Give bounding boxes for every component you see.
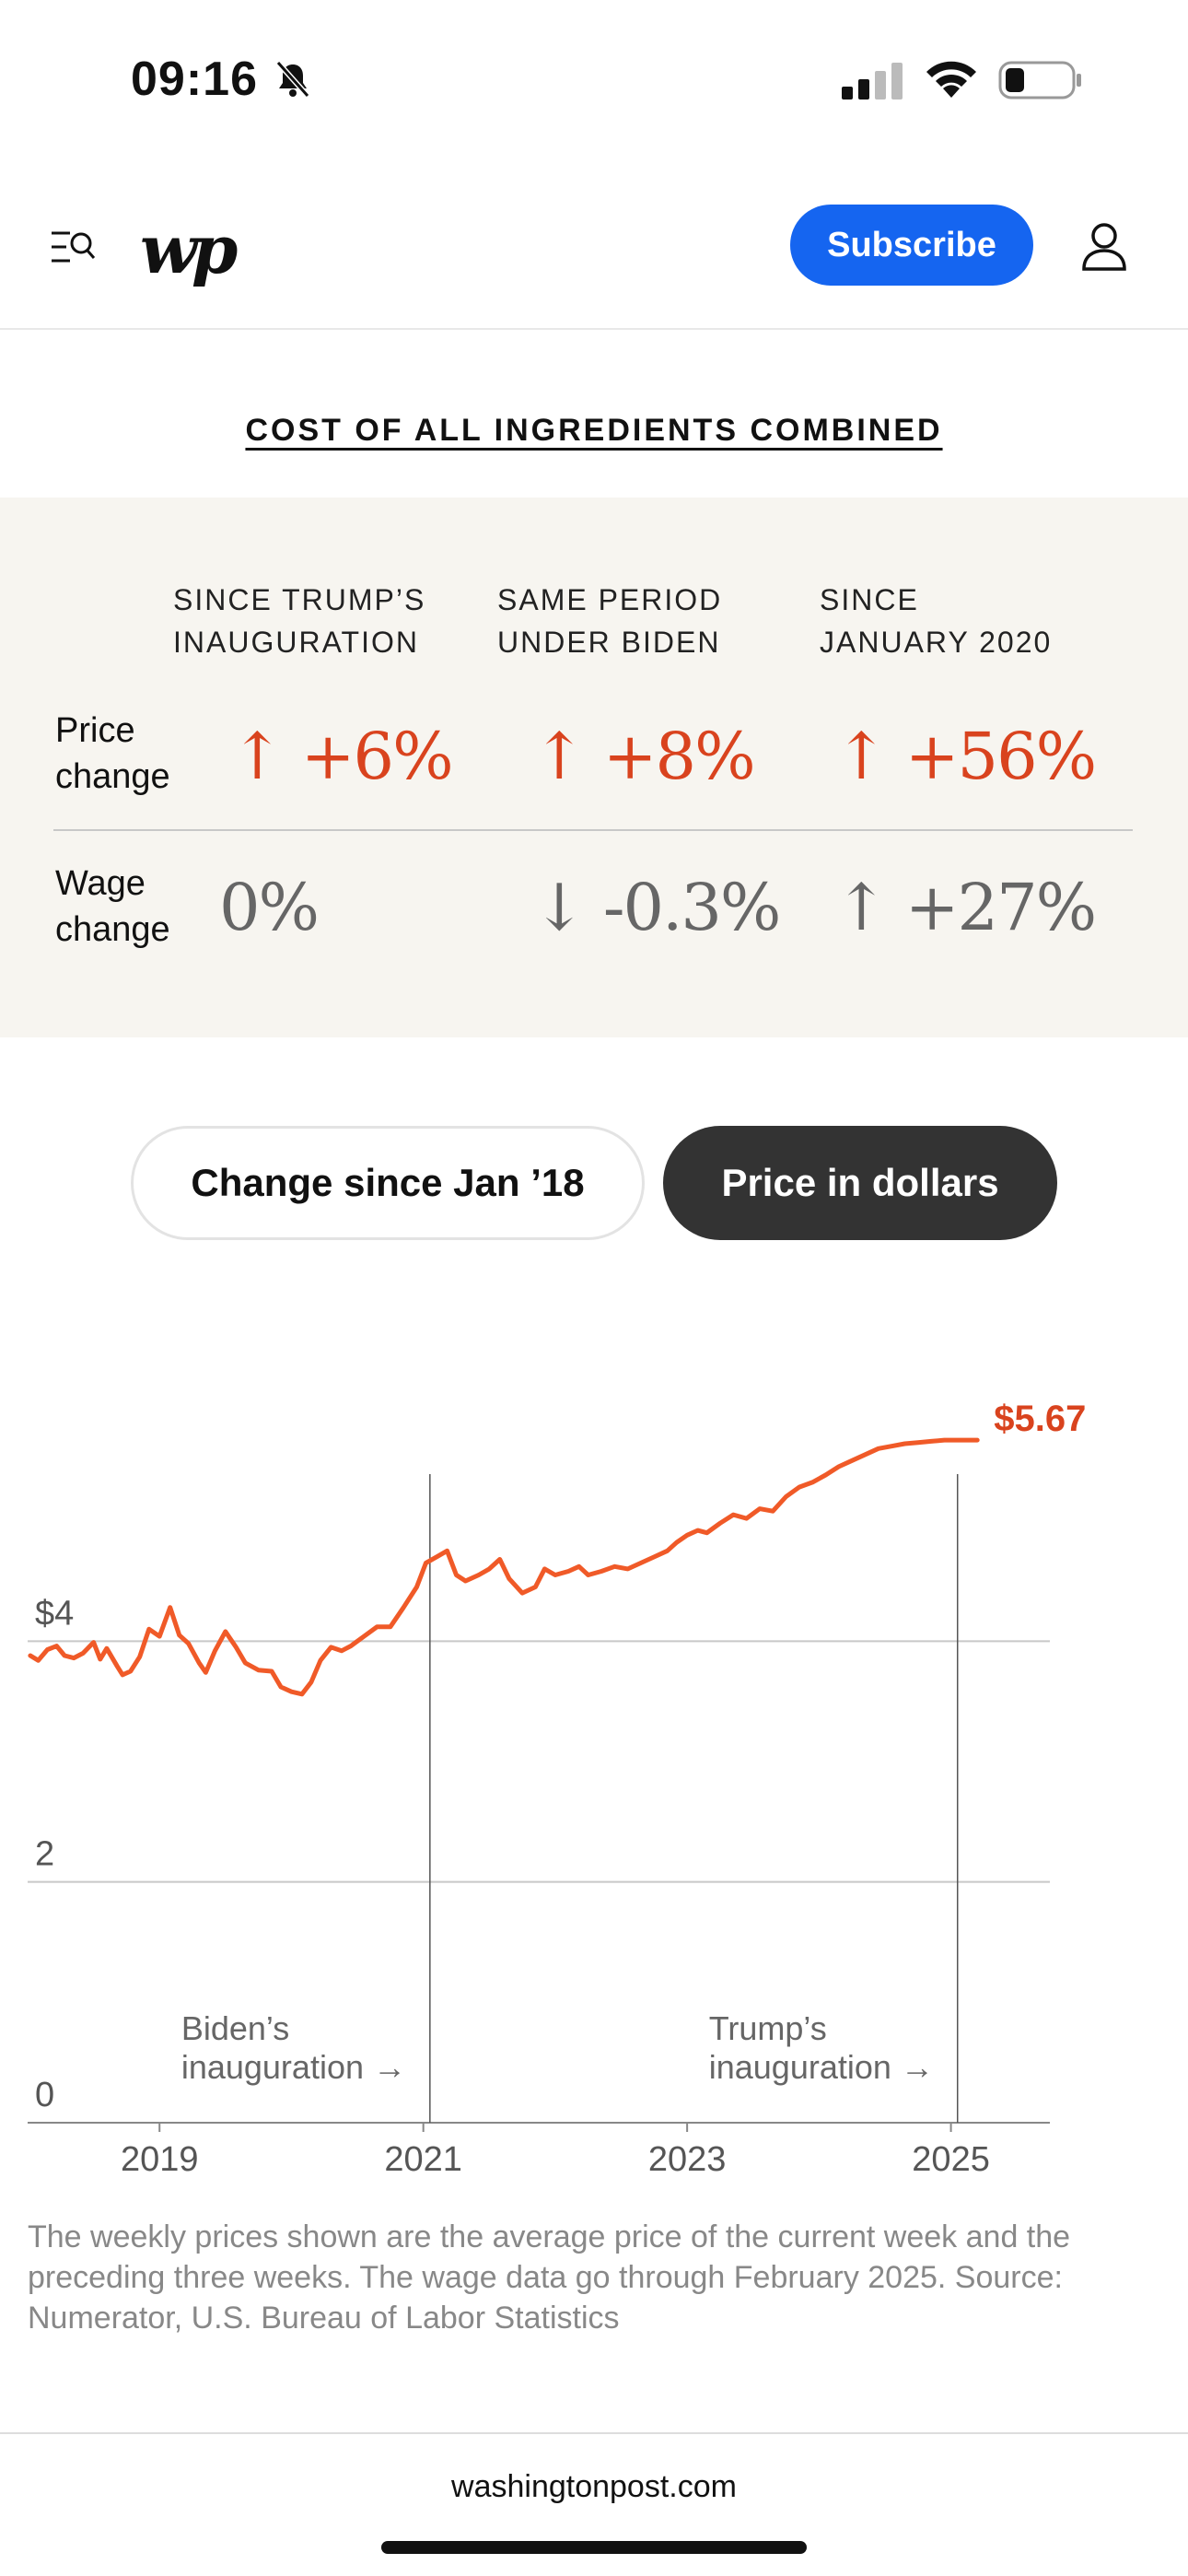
wage-change-biden: ↓ -0.3% [532,870,781,945]
price-change-label: Price change [55,711,170,796]
price-change-trump: ↑ +6% [230,719,454,794]
menu-search-icon[interactable] [50,228,96,265]
top-navigation [0,166,1188,330]
column-header-2020: SINCE JANUARY 2020 [820,583,1053,659]
change-since-jan-18-toggle[interactable]: Change since Jan ’18 [131,1126,645,1240]
x-tick-label: 2025 [912,2140,990,2174]
chart-caption: The weekly prices shown are the average … [28,2219,1071,2336]
y-tick-label: $4 [35,1594,74,1633]
wage-change-label: Wage change [55,864,170,949]
annotation-label-line1: Trump’s [709,2009,827,2047]
wifi-icon [926,61,976,98]
stats-panel [0,498,1188,1037]
wage-change-2020: ↑ +27% [834,870,1097,945]
bell-muted-icon [275,61,310,98]
washington-post-logo[interactable]: wp [140,210,238,288]
wage-change-trump: 0% [219,870,320,945]
y-tick-label: 2 [35,1835,54,1874]
section-title: COST OF ALL INGREDIENTS COMBINED [245,413,943,448]
battery-icon [998,61,1081,100]
x-tick-label: 2021 [384,2140,462,2174]
footer-divider [0,2432,1188,2434]
end-value-label: $5.67 [994,1399,1086,1439]
cellular-signal-icon [842,63,903,100]
x-tick-label: 2019 [121,2140,199,2174]
price-in-dollars-toggle[interactable]: Price in dollars [663,1126,1057,1240]
price-change-2020: ↑ +56% [834,719,1097,794]
annotation-label-line2: inauguration → [709,2048,934,2086]
status-time: 09:16 [131,53,258,106]
annotation-label-line2: inauguration → [181,2048,406,2086]
y-tick-label: 0 [35,2076,54,2114]
stats-divider [53,829,1133,831]
column-header-trump: SINCE TRUMP’S INAUGURATION [173,583,426,659]
site-url[interactable]: washingtonpost.com [451,2469,737,2504]
price-series-line [28,1437,980,1697]
price-change-biden: ↑ +8% [532,719,756,794]
user-account-icon[interactable] [1079,221,1129,273]
home-indicator[interactable] [381,2541,807,2554]
column-header-biden: SAME PERIOD UNDER BIDEN [497,583,723,659]
subscribe-button[interactable]: Subscribe [790,205,1033,286]
annotation-label-line1: Biden’s [181,2009,289,2047]
x-tick-label: 2023 [648,2140,727,2174]
